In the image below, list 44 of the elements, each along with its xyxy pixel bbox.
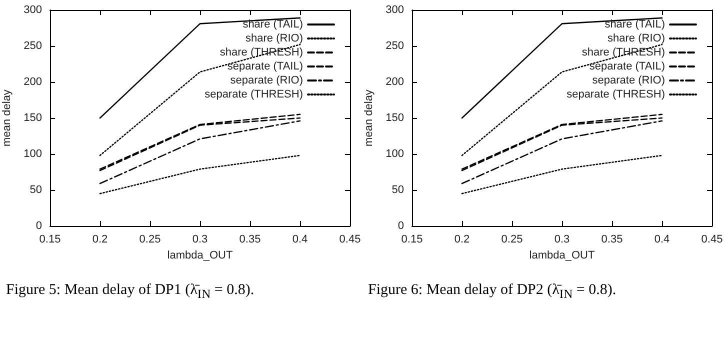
x-tick-label: 0.25 [139, 234, 161, 246]
y-tick-label: 50 [392, 184, 404, 196]
x-tick-label: 0.4 [292, 234, 308, 246]
legend-label: separate (THRESH) [566, 88, 665, 100]
legend-label: separate (THRESH) [204, 88, 303, 100]
y-tick-label: 150 [386, 112, 404, 124]
y-tick-label: 200 [386, 76, 404, 88]
x-tick-label: 0.2 [454, 234, 470, 246]
y-tick-label: 100 [24, 148, 42, 160]
y-tick-label: 100 [386, 148, 404, 160]
caption: Figure 6: Mean delay of DP2 (λ̄$_{IN}$ = 0.8). [367, 281, 618, 303]
legend-label: separate (RIO) [230, 74, 303, 86]
legend-label: separate (TAIL) [589, 60, 665, 72]
y-tick-label: 0 [398, 220, 404, 232]
x-tick-label: 0.15 [401, 234, 423, 246]
y-axis-title: mean delay [1, 89, 14, 146]
x-tick-label: 0.3 [554, 234, 570, 246]
x-tick-label: 0.25 [501, 234, 523, 246]
x-tick-label: 0.3 [192, 234, 208, 246]
y-tick-label: 300 [24, 4, 42, 16]
legend-label: share (RIO) [608, 32, 665, 44]
y-tick-label: 250 [24, 40, 42, 52]
x-tick-label: 0.15 [39, 234, 61, 246]
x-tick-label: 0.35 [239, 234, 261, 246]
legend-label: separate (TAIL) [227, 60, 303, 72]
caption: Figure 5: Mean delay of DP1 (λ̄$_{IN}$ = 0.8). [5, 281, 256, 303]
x-tick-label: 0.2 [92, 234, 108, 246]
x-tick-label: 0.45 [701, 234, 723, 246]
x-tick-label: 0.4 [654, 234, 670, 246]
x-tick-label: 0.35 [601, 234, 623, 246]
x-axis-title: lambda_OUT [167, 249, 233, 262]
y-tick-label: 300 [386, 4, 404, 16]
y-axis-title: mean delay [363, 89, 376, 146]
legend-label: separate (RIO) [592, 74, 665, 86]
y-tick-label: 50 [30, 184, 42, 196]
y-tick-label: 250 [386, 40, 404, 52]
x-axis-title: lambda_OUT [529, 249, 595, 262]
legend-label: share (TAIL) [604, 18, 665, 30]
y-tick-label: 150 [24, 112, 42, 124]
y-tick-label: 0 [36, 220, 42, 232]
y-tick-label: 200 [24, 76, 42, 88]
legend-label: share (TAIL) [242, 18, 303, 30]
x-tick-label: 0.45 [339, 234, 361, 246]
legend-label: share (RIO) [246, 32, 303, 44]
